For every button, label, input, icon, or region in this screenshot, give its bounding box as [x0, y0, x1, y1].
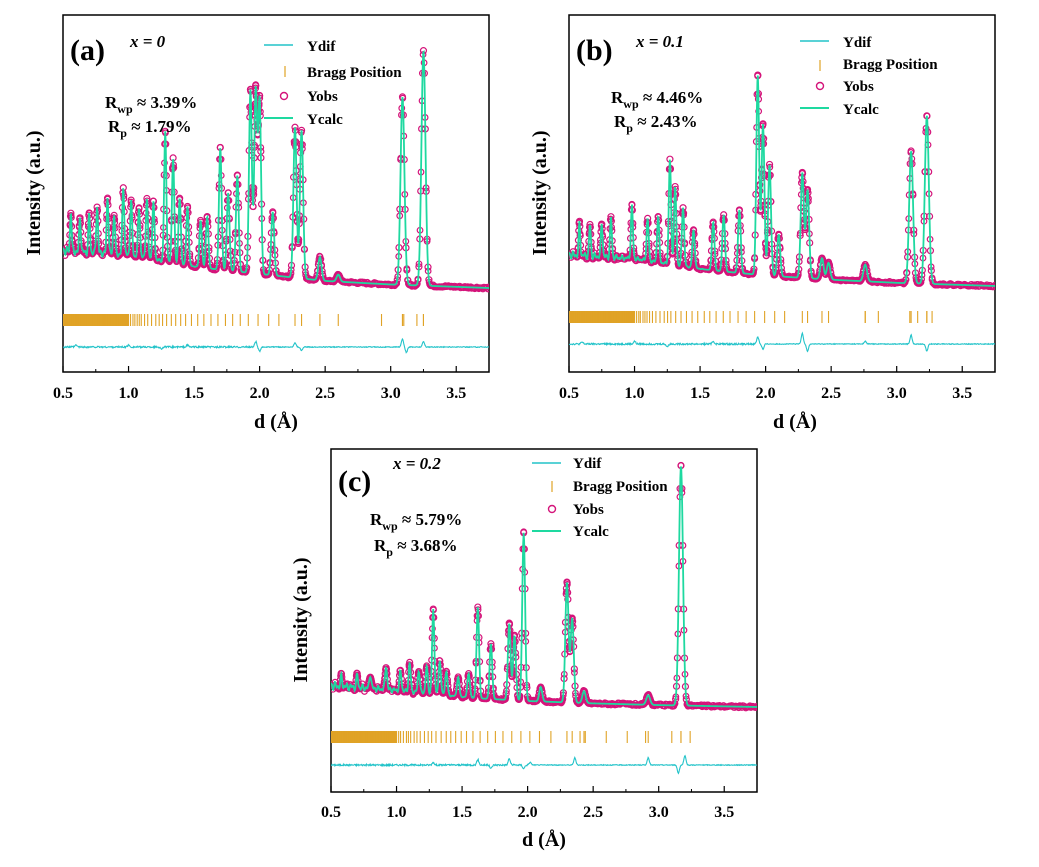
x-tick-label: 3.5 — [952, 385, 972, 402]
rp-annotation: Rp ≈ 2.43% — [614, 112, 698, 135]
composition-label: x = 0.1 — [635, 32, 684, 51]
ycalc-line — [331, 466, 757, 708]
x-tick-label: 1.5 — [452, 804, 472, 821]
data-marks — [569, 71, 995, 353]
x-tick-label: 1.5 — [184, 385, 204, 402]
x-tick-label: 1.0 — [625, 385, 645, 402]
plot-frame — [330, 448, 758, 793]
legend-bragg: Bragg Position — [307, 65, 402, 81]
legend: Ydif Bragg Position Yobs Ycalc — [800, 35, 938, 118]
x-tick-label: 1.5 — [690, 385, 710, 402]
plot-frame — [62, 14, 490, 373]
yobs-point — [484, 285, 489, 293]
x-tick-label: 2.0 — [518, 804, 538, 821]
x-tick-label: 0.5 — [53, 385, 73, 402]
x-tick-label: 2.5 — [821, 385, 841, 402]
legend-ydif: Ydif — [573, 456, 602, 472]
legend-yobs: Yobs — [573, 502, 604, 518]
x-tick-label: 3.0 — [381, 385, 401, 402]
yobs-points — [331, 461, 757, 712]
data-marks — [331, 461, 757, 775]
legend-ycalc: Ycalc — [307, 112, 343, 128]
x-tick-label: 3.0 — [887, 385, 907, 402]
x-tick-label: 1.0 — [387, 804, 407, 821]
rwp-annotation: Rwp ≈ 5.79% — [370, 510, 462, 533]
bragg-positions — [569, 311, 933, 323]
x-tick-label: 2.0 — [756, 385, 776, 402]
x-tick-label: 2.5 — [315, 385, 335, 402]
x-tick-label: 3.0 — [649, 804, 669, 821]
bragg-positions — [331, 731, 691, 743]
composition-label: x = 0.2 — [392, 454, 441, 473]
x-tick-label: 2.5 — [583, 804, 603, 821]
x-tick-label: 0.5 — [559, 385, 579, 402]
legend: Ydif Bragg Position Yobs Ycalc — [532, 456, 668, 540]
ydif-line — [63, 337, 489, 354]
x-axis-label: d (Å) — [522, 828, 566, 851]
legend-bragg: Bragg Position — [843, 57, 938, 73]
legend-ycalc: Ycalc — [573, 524, 609, 540]
x-ticks: 0.5 1.0 1.5 2.0 2.5 3.0 3.5 — [53, 366, 466, 402]
ydif-line — [569, 331, 995, 353]
legend-swatch-yobs — [815, 81, 825, 91]
legend-yobs: Yobs — [307, 89, 338, 105]
legend-bragg: Bragg Position — [573, 479, 668, 495]
rwp-annotation: Rwp ≈ 3.39% — [105, 93, 197, 116]
y-axis-label: Intensity (a.u.) — [290, 557, 312, 682]
x-ticks: 0.5 1.0 1.5 2.0 2.5 3.0 3.5 — [559, 366, 972, 402]
legend-ydif: Ydif — [843, 35, 872, 51]
panel-c: 0.5 1.0 1.5 2.0 2.5 3.0 3.5 (c) x = 0.2 Ydif B… — [290, 448, 758, 851]
ycalc-line — [569, 75, 995, 287]
legend-ydif: Ydif — [307, 39, 336, 55]
x-tick-label: 3.5 — [446, 385, 466, 402]
ycalc-line — [63, 49, 489, 289]
legend-yobs: Yobs — [843, 79, 874, 95]
x-ticks: 0.5 1.0 1.5 2.0 2.5 3.0 3.5 — [321, 786, 734, 821]
rp-annotation: Rp ≈ 1.79% — [108, 117, 192, 140]
x-tick-label: 1.0 — [119, 385, 139, 402]
rp-annotation: Rp ≈ 3.68% — [374, 536, 458, 559]
panel-label: (c) — [338, 465, 371, 498]
panel-a: 0.5 1.0 1.5 2.0 2.5 3.0 3.5 (a) x = 0 Ydif Bra… — [23, 14, 490, 433]
y-axis-label: Intensity (a.u.) — [23, 130, 45, 255]
data-marks — [63, 47, 489, 354]
legend-ycalc: Ycalc — [843, 102, 879, 118]
x-axis-label: d (Å) — [773, 410, 817, 433]
bragg-positions — [63, 314, 425, 326]
x-tick-label: 3.5 — [714, 804, 734, 821]
x-tick-label: 0.5 — [321, 804, 341, 821]
panel-label: (a) — [70, 34, 105, 67]
plot-frame — [568, 14, 996, 373]
panel-label: (b) — [576, 34, 613, 67]
x-tick-label: 2.0 — [250, 385, 270, 402]
legend-swatch-yobs — [547, 504, 557, 514]
panel-b: 0.5 1.0 1.5 2.0 2.5 3.0 3.5 (b) x = 0.1 Ydif B… — [529, 14, 996, 433]
ydif-line — [331, 754, 757, 775]
yobs-point — [485, 283, 489, 291]
legend-swatch-yobs — [279, 91, 289, 101]
composition-label: x = 0 — [129, 32, 166, 51]
x-axis-label: d (Å) — [254, 410, 298, 433]
yobs-point — [916, 279, 924, 287]
y-axis-label: Intensity (a.u.) — [529, 130, 551, 255]
legend: Ydif Bragg Position Yobs Ycalc — [264, 39, 402, 128]
rwp-annotation: Rwp ≈ 4.46% — [611, 88, 703, 111]
